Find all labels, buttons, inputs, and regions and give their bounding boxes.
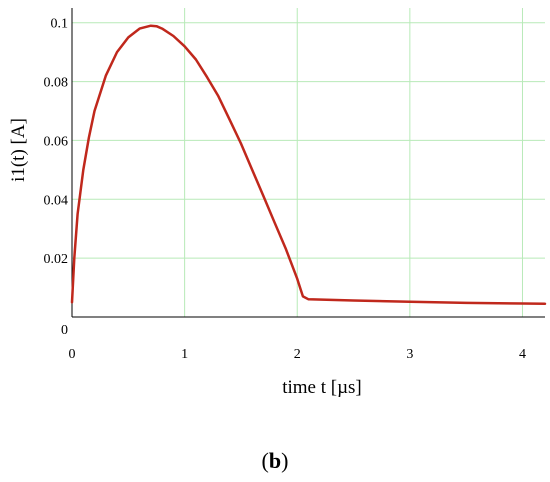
x-tick-label: 1	[181, 347, 188, 362]
panel-label: (b)	[262, 448, 289, 473]
y-axis-label: i1(t) [A]	[8, 118, 29, 182]
x-tick-label: 3	[406, 347, 413, 362]
y-tick-label: 0.02	[44, 252, 69, 267]
y-tick-label: 0.08	[44, 76, 69, 91]
x-axis-label: time t [µs]	[282, 377, 362, 398]
x-tick-labels: 0 1 2 3 4	[69, 347, 526, 362]
x-tick-label: 4	[519, 347, 526, 362]
x-tick-label: 2	[294, 347, 301, 362]
y-tick-label: 0	[61, 323, 68, 338]
grid-horizontal	[72, 22, 545, 259]
series-line	[70, 24, 547, 306]
y-tick-label: 0.06	[44, 134, 69, 149]
y-tick-label: 0.04	[44, 193, 69, 208]
grid-vertical	[184, 8, 523, 317]
y-tick-labels: 0 0.02 0.04 0.06 0.08 0.1	[44, 17, 69, 338]
x-tick-label: 0	[69, 347, 76, 362]
y-tick-label: 0.1	[51, 17, 69, 32]
plot-area	[72, 8, 545, 317]
